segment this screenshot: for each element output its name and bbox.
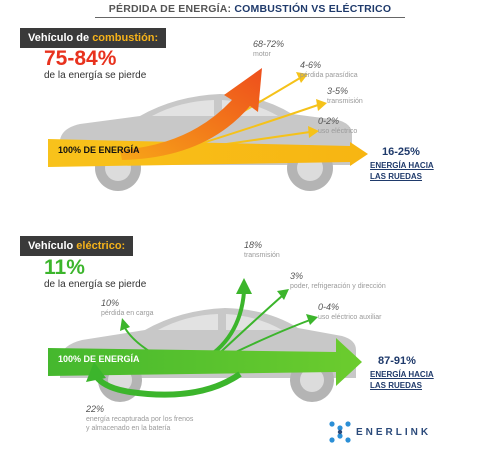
- combustion-lost-pct: 75-84%: [44, 47, 117, 70]
- electric-result-line2: LAS RUEDAS: [370, 381, 423, 390]
- electric-regen-pct: 22%: [86, 404, 105, 414]
- electric-regen-line1: energía recapturada por los frenos: [86, 416, 194, 423]
- combustion-result-pct: 16-25%: [382, 146, 420, 158]
- enerlink-logo-icon: [329, 421, 351, 443]
- combustion-main-arrow: [48, 139, 368, 167]
- combustion-branch-electric-head: [308, 126, 319, 138]
- electric-regen-arrow: [93, 371, 242, 398]
- electric-regen-arrow-head: [86, 362, 106, 382]
- electric-rear-hub: [300, 368, 324, 392]
- combustion-branch-parasitic-head: [296, 72, 308, 83]
- electric-lost-text: de la energía se pierde: [44, 279, 147, 290]
- title-divider: [95, 17, 405, 18]
- electric-branch-power-head: [277, 289, 289, 300]
- electric-branch-transmission-head: [236, 278, 252, 294]
- electric-power-pct: 3%: [290, 271, 304, 281]
- combustion-electric-use-desc: uso eléctrico: [318, 128, 358, 135]
- electric-transmission-desc: transmisión: [244, 252, 280, 259]
- combustion-electric-use-pct: 0-2%: [318, 116, 340, 126]
- combustion-motor-pct: 68-72%: [253, 39, 285, 49]
- page-title: PÉRDIDA DE ENERGÍA: COMBUSTIÓN VS ELÉCTR…: [0, 3, 500, 15]
- combustion-branch-transmission-head: [316, 99, 327, 111]
- title-accent: COMBUSTIÓN VS ELÉCTRICO: [234, 3, 392, 15]
- combustion-motor-desc: motor: [253, 51, 271, 58]
- electric-charging-pct: 10%: [101, 298, 120, 308]
- electric-power-desc: poder, refrigeración y dirección: [290, 283, 386, 290]
- combustion-header-accent: combustión:: [92, 32, 159, 44]
- electric-header-accent: eléctrico:: [76, 240, 126, 252]
- combustion-result-line1: ENERGÍA HACIA: [370, 161, 434, 170]
- electric-header: Vehículo eléctrico:: [20, 236, 134, 256]
- electric-charging-desc: pérdida en carga: [101, 310, 154, 317]
- combustion-header-prefix: Vehículo de: [28, 32, 93, 44]
- electric-result-pct: 87-91%: [378, 355, 416, 367]
- electric-branch-charging-head: [120, 318, 130, 331]
- brand-name: ENERLINK: [356, 427, 432, 438]
- combustion-energy-label: 100% DE ENERGÍA: [58, 145, 140, 155]
- electric-transmission-pct: 18%: [244, 240, 263, 250]
- combustion-parasitic-desc: pérdida parasídica: [300, 72, 358, 79]
- combustion-header: Vehículo de combustión:: [20, 28, 167, 48]
- combustion-transmission-pct: 3-5%: [327, 86, 349, 96]
- title-prefix: PÉRDIDA DE ENERGÍA:: [108, 3, 235, 15]
- electric-auxiliary-desc: uso eléctrico auxiliar: [318, 314, 382, 321]
- combustion-parasitic-pct: 4-6%: [300, 60, 322, 70]
- combustion-transmission-desc: transmisión: [327, 98, 363, 105]
- electric-auxiliary-pct: 0-4%: [318, 302, 340, 312]
- electric-branch-auxiliary-head: [306, 314, 318, 325]
- electric-main-arrow: [48, 338, 362, 386]
- electric-result-line1: ENERGÍA HACIA: [370, 370, 434, 379]
- electric-energy-label: 100% DE ENERGÍA: [58, 354, 140, 364]
- combustion-result-line2: LAS RUEDAS: [370, 172, 423, 181]
- electric-regen-line2: y almacenado en la batería: [86, 425, 171, 432]
- combustion-lost-text: de la energía se pierde: [44, 70, 147, 81]
- electric-header-prefix: Vehículo: [28, 240, 77, 252]
- combustion-motor-arrow: [120, 68, 262, 160]
- electric-lost-pct: 11%: [44, 256, 85, 279]
